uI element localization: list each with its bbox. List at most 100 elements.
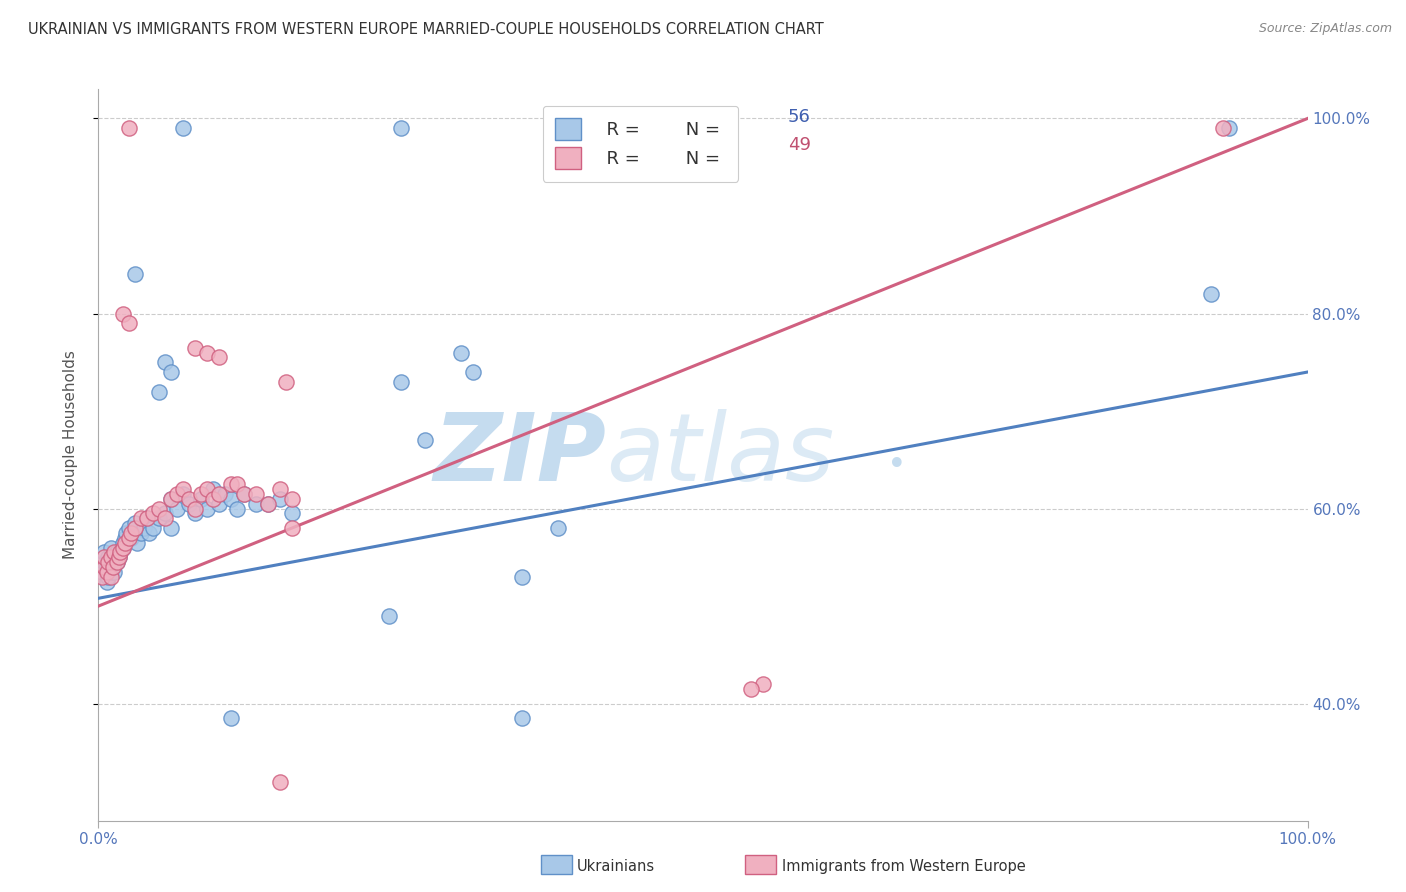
Point [172, 121, 194, 136]
Point [101, 560, 124, 574]
Point [100, 541, 122, 555]
Point [232, 487, 254, 501]
Point [129, 525, 152, 540]
Point [214, 487, 236, 501]
Point [179, 491, 201, 506]
Point [108, 550, 131, 565]
Point [281, 491, 304, 506]
Point [97, 570, 120, 584]
Text: atlas: atlas [606, 409, 835, 500]
Point [221, 491, 243, 506]
Point [510, 570, 533, 584]
Point [103, 545, 125, 559]
Point [93, 550, 115, 565]
Point [114, 531, 136, 545]
Point [377, 608, 399, 623]
Point [160, 521, 183, 535]
Text: ZIP: ZIP [433, 409, 606, 501]
Point [190, 487, 212, 501]
Point [245, 487, 267, 501]
Point [93, 555, 115, 569]
Point [256, 497, 278, 511]
Point [463, 365, 485, 379]
Point [101, 560, 124, 574]
Point [202, 491, 225, 506]
Point [142, 507, 165, 521]
Point [1218, 121, 1240, 136]
Point [450, 345, 472, 359]
Point [179, 497, 201, 511]
Point [226, 501, 249, 516]
Point [202, 482, 225, 496]
Point [118, 316, 141, 330]
Point [389, 121, 412, 136]
Y-axis label: Married-couple Households: Married-couple Households [63, 351, 77, 559]
Point [97, 555, 120, 569]
Legend:   R =        N = ,   R =        N = : R = N = , R = N = [543, 105, 738, 182]
Text: Immigrants from Western Europe: Immigrants from Western Europe [782, 859, 1025, 873]
Point [160, 491, 183, 506]
Point [118, 121, 141, 136]
Text: •: • [887, 450, 907, 483]
Point [153, 355, 176, 369]
Point [96, 574, 118, 589]
Point [274, 375, 297, 389]
Point [101, 550, 124, 565]
Point [97, 550, 120, 565]
Point [124, 516, 146, 531]
Point [115, 525, 138, 540]
Point [111, 535, 134, 549]
Point [118, 521, 141, 535]
Point [221, 477, 243, 491]
Point [96, 565, 118, 579]
Point [134, 521, 156, 535]
Point [1212, 121, 1234, 136]
Point [232, 487, 254, 501]
Point [389, 375, 412, 389]
Point [195, 501, 218, 516]
Point [138, 525, 160, 540]
Point [153, 511, 176, 525]
Point [245, 497, 267, 511]
Point [108, 550, 131, 565]
Point [184, 501, 207, 516]
Point [172, 482, 194, 496]
Point [547, 521, 569, 535]
Point [195, 345, 218, 359]
Point [100, 555, 122, 569]
Point [100, 550, 122, 565]
Point [96, 560, 118, 574]
Point [93, 560, 115, 574]
Point [91, 570, 114, 584]
Point [208, 497, 231, 511]
Point [148, 501, 170, 516]
Point [108, 545, 131, 559]
Point [740, 681, 762, 696]
Text: Source: ZipAtlas.com: Source: ZipAtlas.com [1258, 22, 1392, 36]
Point [413, 434, 436, 448]
Point [120, 525, 142, 540]
Point [172, 487, 194, 501]
Point [281, 521, 304, 535]
Point [221, 711, 243, 725]
Point [135, 511, 157, 525]
Text: 0.537: 0.537 [647, 108, 697, 126]
Point [166, 501, 188, 516]
Point [226, 477, 249, 491]
Point [114, 535, 136, 549]
Text: 56: 56 [787, 108, 810, 126]
Point [281, 507, 304, 521]
Point [142, 521, 165, 535]
Point [111, 306, 134, 320]
Point [160, 491, 183, 506]
Point [166, 487, 188, 501]
Text: 49: 49 [787, 136, 811, 153]
Point [160, 365, 183, 379]
Point [103, 565, 125, 579]
Point [1199, 287, 1222, 301]
Point [124, 268, 146, 282]
Point [269, 491, 291, 506]
Point [108, 545, 131, 559]
Point [111, 541, 134, 555]
Point [129, 511, 152, 525]
